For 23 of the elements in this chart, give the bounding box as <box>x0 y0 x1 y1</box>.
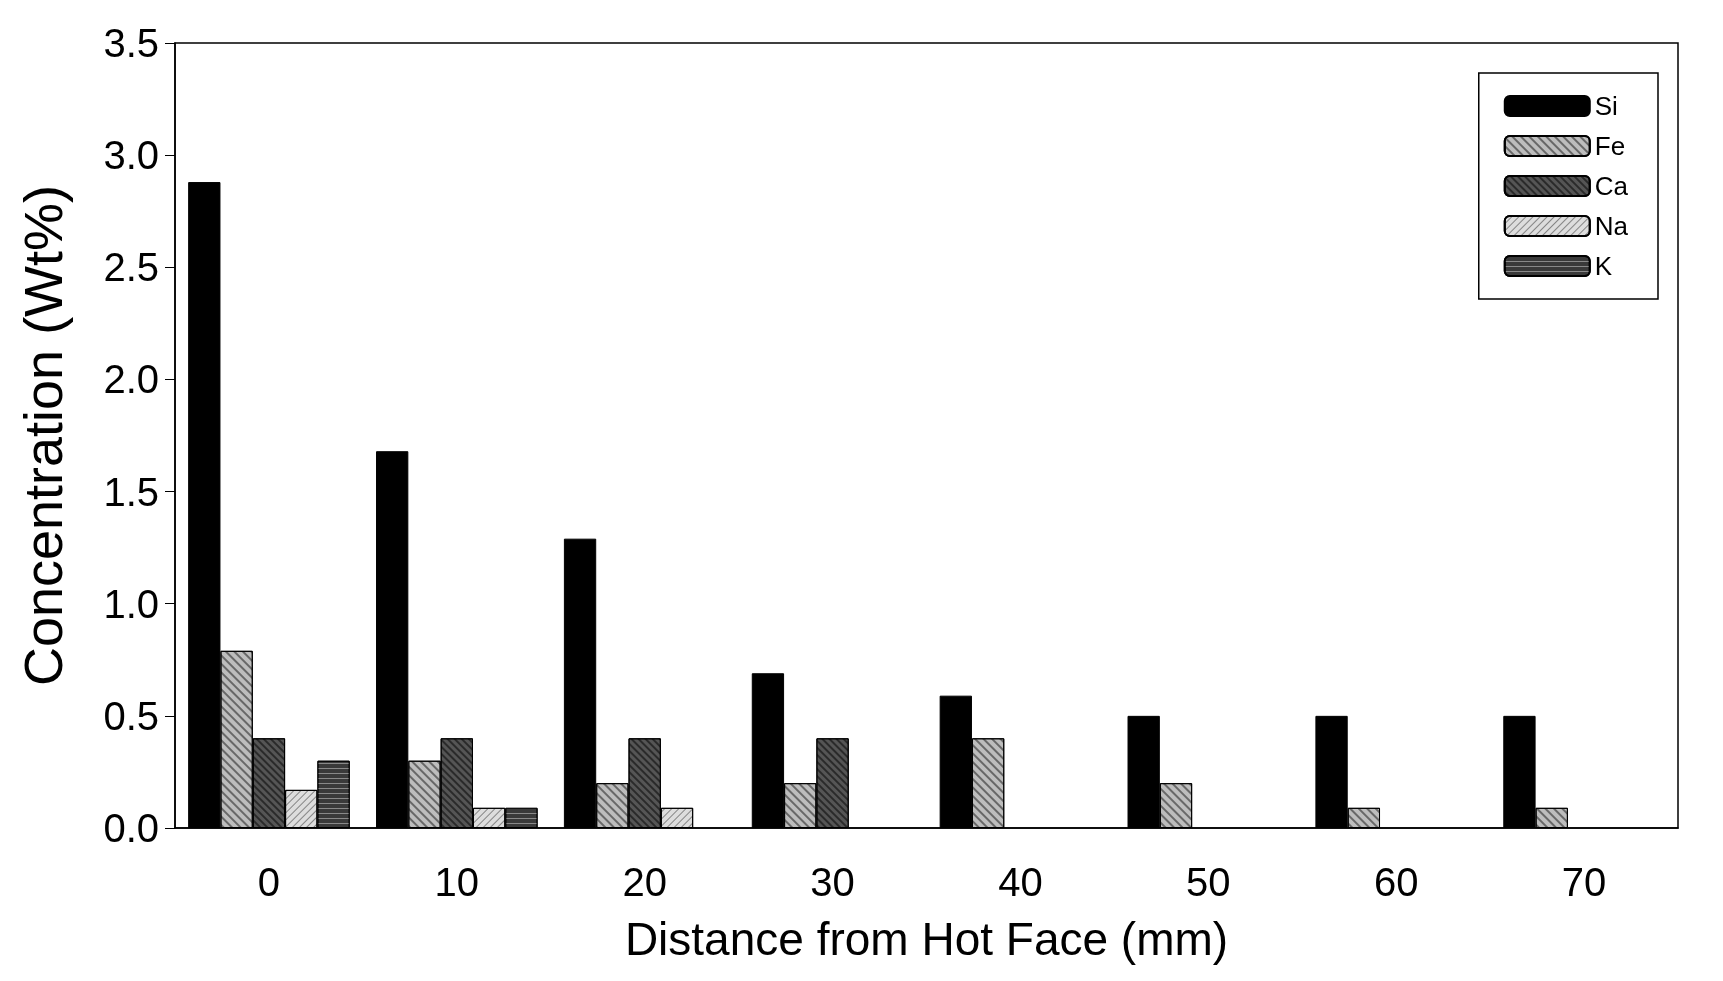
legend-label: Ca <box>1594 171 1629 201</box>
legend-label: K <box>1594 251 1613 281</box>
y-tick-label: 0.0 <box>103 806 159 850</box>
x-tick-label: 70 <box>1561 860 1607 904</box>
x-tick-label: 40 <box>998 860 1043 904</box>
x-tick-label: 50 <box>1186 860 1231 904</box>
x-tick-label: 60 <box>1373 860 1419 904</box>
y-tick-label: 1.0 <box>103 581 159 626</box>
legend-label: Si <box>1594 91 1618 121</box>
legend-label: Fe <box>1594 131 1626 161</box>
x-tick-label: 0 <box>257 860 281 904</box>
x-tick-label: 20 <box>622 860 667 904</box>
y-tick-label: 2.0 <box>103 357 159 402</box>
x-tick-label: 30 <box>810 860 855 904</box>
y-tick-label: 3.0 <box>103 133 159 178</box>
y-tick-label: 0.5 <box>103 693 159 738</box>
x-tick-label: 10 <box>434 860 480 904</box>
y-tick-label: 3.5 <box>103 21 159 65</box>
y-tick-label: 1.5 <box>103 469 159 514</box>
y-axis-title: Concentration (Wt%) <box>13 184 73 687</box>
x-axis-title: Distance from Hot Face (mm) <box>624 913 1229 965</box>
y-tick-label: 2.5 <box>103 245 159 290</box>
legend-label: Na <box>1594 211 1629 241</box>
